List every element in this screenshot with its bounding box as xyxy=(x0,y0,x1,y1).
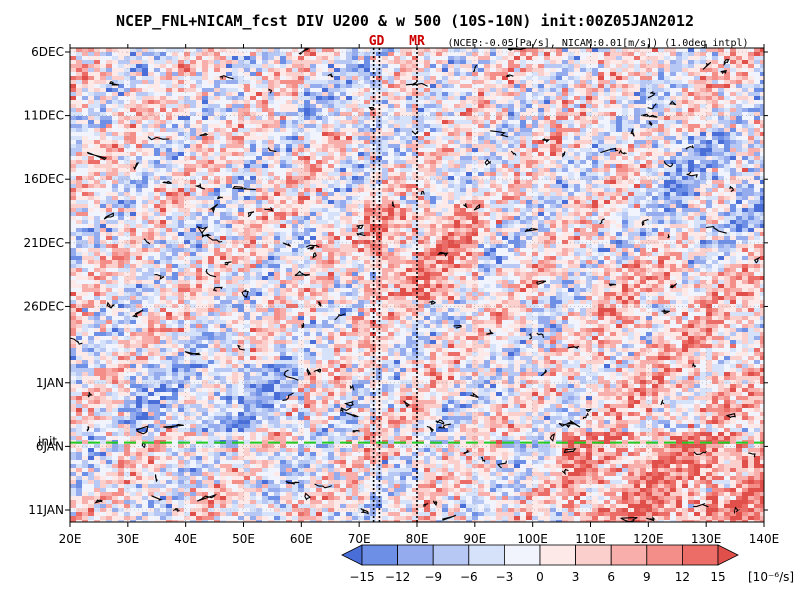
y-tick-label: 11DEC xyxy=(24,109,64,123)
colorbar-segment xyxy=(503,544,541,566)
colorbar-segment xyxy=(361,544,398,566)
y-axis: 6DEC 11DEC 16DEC 21DEC 26DEC 1JAN 6JAN 11JAN xyxy=(24,45,768,517)
colorbar-segment xyxy=(682,544,719,566)
colorbar-tick-label: −9 xyxy=(424,570,442,584)
x-tick-label: 60E xyxy=(290,532,313,546)
y-tick-label: 6JAN xyxy=(36,439,64,453)
x-tick-label: 120E xyxy=(633,532,664,546)
x-tick-label: 90E xyxy=(463,532,486,546)
colorbar-unit: [10⁻⁶/s] xyxy=(748,570,794,584)
plot-area: init xyxy=(38,47,765,523)
colorbar-tick-label: −6 xyxy=(460,570,478,584)
colorbar-tick-label: 12 xyxy=(675,570,690,584)
colorbar-segment xyxy=(610,544,648,566)
colorbar-tick-label: 15 xyxy=(710,570,725,584)
divergence-field xyxy=(70,48,764,522)
y-tick-label: 26DEC xyxy=(24,299,64,313)
x-tick-label: 140E xyxy=(749,532,780,546)
init-label: init xyxy=(38,435,57,449)
colorbar-tick-label: 9 xyxy=(643,570,651,584)
y-tick-label: 11JAN xyxy=(28,503,64,517)
colorbar-arrow-low xyxy=(341,544,363,566)
y-tick-label: 1JAN xyxy=(36,376,64,390)
colorbar-segment xyxy=(468,544,505,566)
marker-label-gd: GD xyxy=(369,34,385,49)
x-tick-label: 40E xyxy=(174,532,197,546)
x-tick-label: 80E xyxy=(406,532,429,546)
omega-contours xyxy=(70,48,761,522)
colorbar-tick-label: 6 xyxy=(607,570,615,584)
x-axis: 20E 30E 40E 50E 60E 70E 80E 90E 100E 110E 120E 130E… xyxy=(59,44,780,546)
x-tick-label: 30E xyxy=(116,532,139,546)
colorbar-segment xyxy=(432,544,470,566)
marker-label-mr: MR xyxy=(409,34,425,49)
x-tick-label: 50E xyxy=(232,532,255,546)
x-tick-label: 110E xyxy=(575,532,606,546)
x-tick-label: 130E xyxy=(691,532,722,546)
colorbar-segment xyxy=(539,544,576,566)
chart-subtitle: (NCEP:-0.05[Pa/s], NICAM:0.01[m/s]) (1.0… xyxy=(447,38,748,49)
x-tick-label: 70E xyxy=(348,532,371,546)
y-tick-label: 16DEC xyxy=(24,172,64,186)
y-tick-label: 21DEC xyxy=(24,236,64,250)
longitude-markers: GD MR xyxy=(369,34,425,49)
colorbar: −15 −12 −9 −6 −3 0 3 6 9 12 15 [10⁻⁶/s] xyxy=(341,544,794,584)
colorbar-tick-label: −12 xyxy=(385,570,410,584)
colorbar-tick-label: −3 xyxy=(496,570,514,584)
colorbar-tick-label: −15 xyxy=(349,570,374,584)
colorbar-arrow-high xyxy=(717,544,739,566)
colorbar-segment xyxy=(575,544,612,566)
x-tick-label: 100E xyxy=(517,532,548,546)
chart-title: NCEP_FNL+NICAM_fcst DIV U200 & w 500 (10… xyxy=(116,12,694,30)
colorbar-tick-label: 3 xyxy=(572,570,580,584)
colorbar-segment xyxy=(646,544,683,566)
colorbar-segment xyxy=(397,544,434,566)
x-tick-label: 20E xyxy=(59,532,82,546)
y-tick-label: 6DEC xyxy=(31,45,64,59)
colorbar-tick-label: 0 xyxy=(536,570,544,584)
